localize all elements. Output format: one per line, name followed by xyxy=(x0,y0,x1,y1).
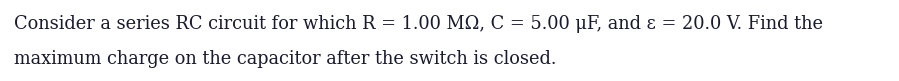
Text: Consider a series RC circuit for which R = 1.00 MΩ, C = 5.00 μF, and ε = 20.0 V.: Consider a series RC circuit for which R… xyxy=(14,15,823,33)
Text: maximum charge on the capacitor after the switch is closed.: maximum charge on the capacitor after th… xyxy=(14,50,556,68)
